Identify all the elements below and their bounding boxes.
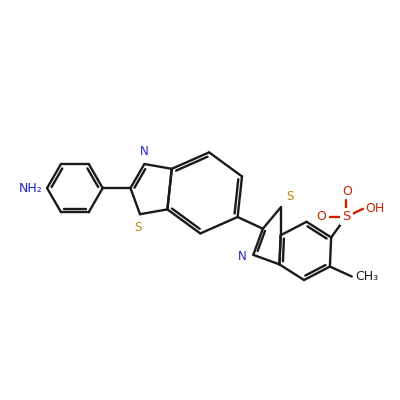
Text: S: S xyxy=(134,220,142,234)
Text: OH: OH xyxy=(365,202,384,215)
Text: N: N xyxy=(238,250,247,263)
Text: CH₃: CH₃ xyxy=(355,270,378,283)
Text: N: N xyxy=(140,145,149,158)
Text: S: S xyxy=(342,210,350,223)
Text: NH₂: NH₂ xyxy=(18,182,42,194)
Text: S: S xyxy=(286,190,294,204)
Text: O: O xyxy=(342,185,352,198)
Text: O: O xyxy=(316,210,326,223)
